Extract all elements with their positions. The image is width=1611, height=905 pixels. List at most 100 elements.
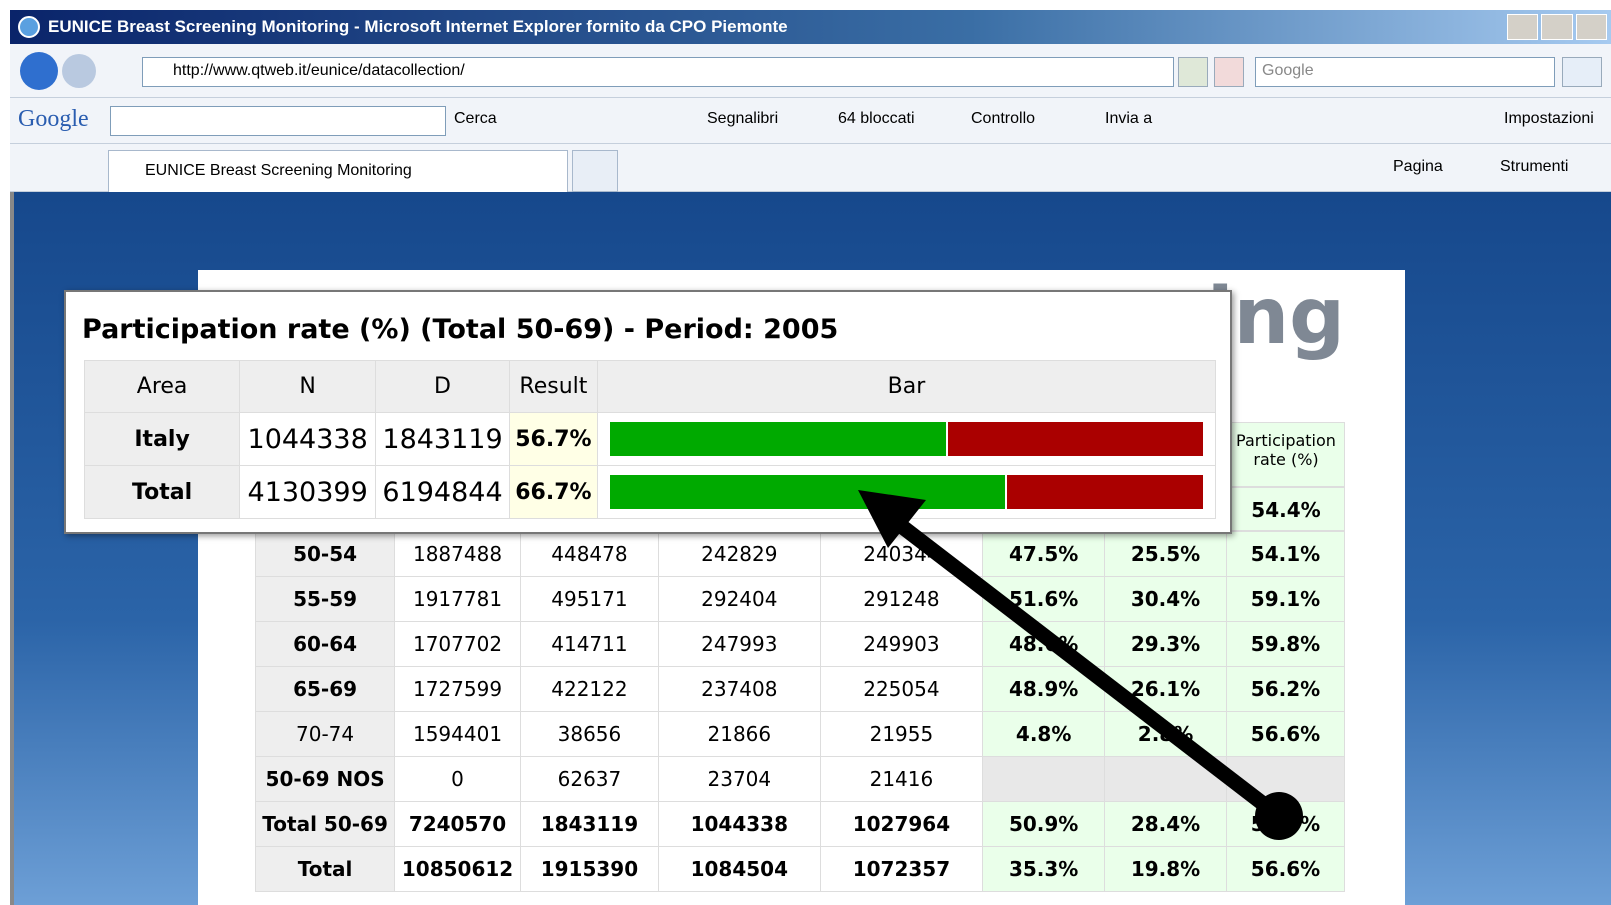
table-cell: 422122 <box>520 667 658 712</box>
table-cell: 48.6% <box>983 622 1105 667</box>
table-cell: 495171 <box>520 577 658 622</box>
bar <box>610 422 948 456</box>
table-cell: 414711 <box>520 622 658 667</box>
table-cell: 38656 <box>520 712 658 757</box>
table-cell: 51.6% <box>983 577 1105 622</box>
bar <box>610 475 1008 509</box>
url: http://www.qtweb.it/eunice/datacollectio… <box>149 62 465 79</box>
table-cell: 65-69 <box>256 667 395 712</box>
table-cell: Total <box>256 847 395 892</box>
table-cell: 4.8% <box>983 712 1105 757</box>
url-field[interactable]: http://www.qtweb.it/eunice/datacollectio… <box>142 57 1174 87</box>
table-cell: 28.4% <box>1105 802 1227 847</box>
table-cell: 21866 <box>659 712 821 757</box>
refresh-button[interactable] <box>1178 57 1208 87</box>
column-header: Result <box>509 361 597 413</box>
table-cell: 50-54 <box>256 532 395 577</box>
minimize-button[interactable] <box>1507 14 1538 40</box>
table-cell: 54.4% <box>1227 487 1345 531</box>
table-cell: 60-64 <box>256 622 395 667</box>
toolbar-item[interactable]: Segnalibri <box>707 110 778 128</box>
table-cell: 47.5% <box>983 532 1105 577</box>
table-cell: 21416 <box>820 757 983 802</box>
forward-button[interactable] <box>62 54 96 88</box>
table-cell: 25.5% <box>1105 532 1227 577</box>
table-cell: 10850612 <box>395 847 521 892</box>
toolbar-item[interactable]: Controllo <box>971 110 1035 128</box>
table-cell: 30.4% <box>1105 577 1227 622</box>
window-controls <box>1507 14 1607 40</box>
search-field[interactable]: Google <box>1255 57 1555 87</box>
table-cell: 59.8% <box>1226 622 1344 667</box>
table-cell: 247993 <box>659 622 821 667</box>
address-row: http://www.qtweb.it/eunice/datacollectio… <box>10 44 1611 98</box>
table-cell: 4130399 <box>240 466 376 519</box>
tab-title: EUNICE Breast Screening Monitoring <box>145 162 412 179</box>
column-header: Bar <box>597 361 1215 413</box>
table-cell: 1044338 <box>240 413 376 466</box>
tab-row: EUNICE Breast Screening Monitoring Pagin… <box>10 144 1611 192</box>
table-cell: 21955 <box>820 712 983 757</box>
google-search-field[interactable] <box>110 106 446 136</box>
google-toolbar: Google Cerca Segnalibri 64 bloccati Cont… <box>10 98 1611 144</box>
column-header: N <box>240 361 376 413</box>
table-cell: 291248 <box>820 577 983 622</box>
toolbar-item[interactable]: Impostazioni <box>1504 110 1594 128</box>
back-button[interactable] <box>20 52 58 90</box>
table-cell: 1917781 <box>395 577 521 622</box>
close-button[interactable] <box>1576 14 1607 40</box>
table-cell: 56.6% <box>1226 712 1344 757</box>
table-cell: 225054 <box>820 667 983 712</box>
maximize-button[interactable] <box>1541 14 1572 40</box>
table-cell: 54.1% <box>1226 532 1344 577</box>
row-header: Total <box>85 466 240 519</box>
table-cell: 50-69 NOS <box>256 757 395 802</box>
command-item[interactable]: Pagina <box>1393 158 1443 176</box>
tab[interactable]: EUNICE Breast Screening Monitoring <box>108 150 568 192</box>
table-cell: 70-74 <box>256 712 395 757</box>
table-cell: 0 <box>395 757 521 802</box>
table-cell: 237408 <box>659 667 821 712</box>
popup: Participation rate (%) (Total 50-69) - P… <box>64 290 1232 534</box>
table-cell: 1594401 <box>395 712 521 757</box>
table-cell: 66.7% <box>509 466 597 519</box>
table-cell: 26.1% <box>1105 667 1227 712</box>
table-cell: 1044338 <box>659 802 821 847</box>
table-cell: 50.9% <box>983 802 1105 847</box>
stop-button[interactable] <box>1214 57 1244 87</box>
row-header: Italy <box>85 413 240 466</box>
toolbar-item[interactable]: Invia a <box>1105 110 1152 128</box>
table-cell: 48.9% <box>983 667 1105 712</box>
table-cell: 7240570 <box>395 802 521 847</box>
table-cell: 292404 <box>659 577 821 622</box>
table-cell: 1027964 <box>820 802 983 847</box>
title-bar: EUNICE Breast Screening Monitoring - Mic… <box>10 10 1611 44</box>
search-button[interactable]: Cerca <box>454 110 497 128</box>
bar-track <box>610 422 1203 456</box>
table-cell: 1707702 <box>395 622 521 667</box>
search-button[interactable] <box>1562 57 1602 87</box>
bar-cell <box>597 413 1215 466</box>
table-cell <box>1105 757 1227 802</box>
table-cell <box>983 757 1105 802</box>
command-item[interactable]: Strumenti <box>1500 158 1568 176</box>
table-cell <box>1226 757 1344 802</box>
table-cell: 1727599 <box>395 667 521 712</box>
table-cell: 19.8% <box>1105 847 1227 892</box>
table-cell: 35.3% <box>983 847 1105 892</box>
toolbar-item[interactable]: 64 bloccati <box>838 110 915 128</box>
table-cell: 29.3% <box>1105 622 1227 667</box>
column-header: Area <box>85 361 240 413</box>
table-cell: 1915390 <box>520 847 658 892</box>
table-cell: 56.6% <box>1226 847 1344 892</box>
window-title: EUNICE Breast Screening Monitoring - Mic… <box>48 17 788 36</box>
new-tab[interactable] <box>572 150 618 192</box>
table-cell: 2.8% <box>1105 712 1227 757</box>
